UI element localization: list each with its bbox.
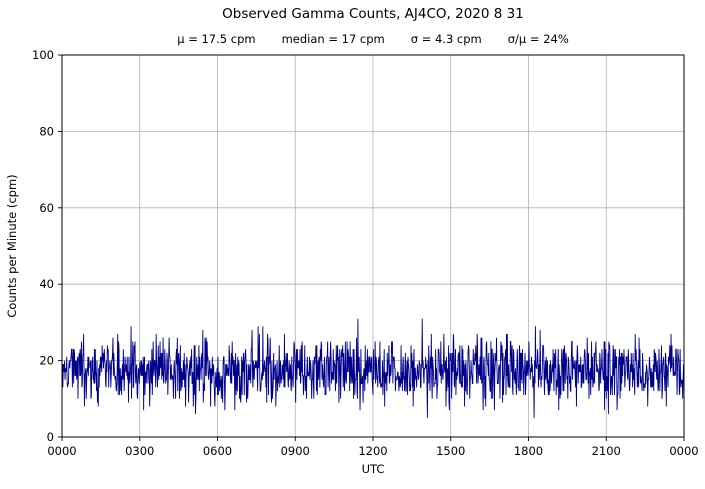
x-tick-label: 0000 — [669, 444, 698, 458]
stats-line: μ = 17.5 cpm median = 17 cpm σ = 4.3 cpm… — [62, 32, 684, 46]
stat-sigma-over-mu: σ/μ = 24% — [507, 32, 569, 46]
stat-median: median = 17 cpm — [281, 32, 385, 46]
y-tick-label: 80 — [39, 124, 54, 138]
data-series-line — [61, 318, 685, 418]
stat-sigma: σ = 4.3 cpm — [410, 32, 482, 46]
x-tick-label: 0900 — [281, 444, 310, 458]
x-tick-label: 1800 — [514, 444, 543, 458]
y-tick-label: 0 — [47, 430, 54, 444]
y-tick-label: 20 — [39, 354, 54, 368]
chart-title: Observed Gamma Counts, AJ4CO, 2020 8 31 — [222, 6, 524, 22]
stat-mean: μ = 17.5 cpm — [177, 32, 256, 46]
x-tick-label: 1200 — [358, 444, 387, 458]
x-tick-label: 1500 — [436, 444, 465, 458]
x-tick-label: 0300 — [125, 444, 154, 458]
x-axis-label: UTC — [362, 462, 385, 476]
x-tick-label: 0000 — [47, 444, 76, 458]
y-axis-label: Counts per Minute (cpm) — [5, 174, 19, 317]
y-tick-label: 40 — [39, 277, 54, 291]
y-tick-label: 100 — [32, 48, 54, 62]
x-tick-label: 2100 — [592, 444, 621, 458]
x-tick-label: 0600 — [203, 444, 232, 458]
y-tick-label: 60 — [39, 201, 54, 215]
